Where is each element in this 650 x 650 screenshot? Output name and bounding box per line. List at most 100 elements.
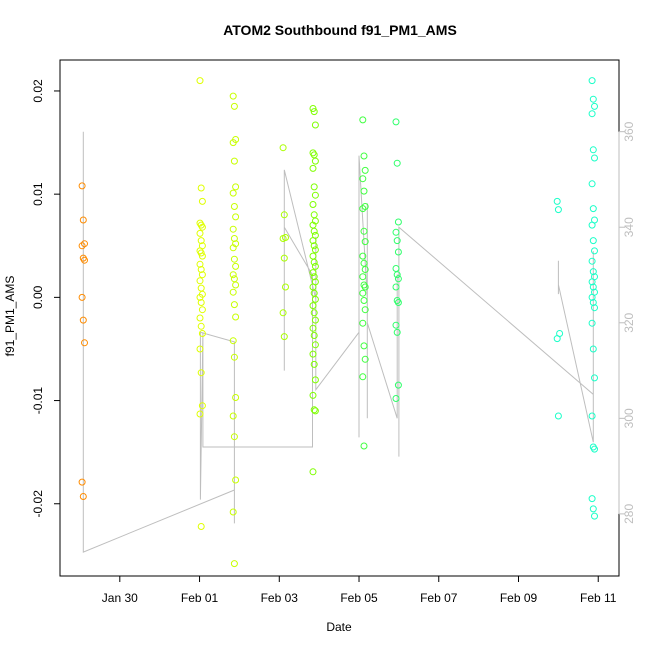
- data-point: [198, 330, 206, 337]
- data-point: [554, 412, 562, 420]
- x-tick-label: Feb 05: [340, 591, 378, 605]
- data-point: [589, 505, 597, 513]
- data-point: [589, 299, 597, 306]
- x-tick-label: Feb 07: [420, 591, 458, 605]
- data-point: [591, 102, 598, 110]
- right-y-tick-label: 360: [622, 121, 636, 141]
- data-point: [359, 175, 367, 183]
- data-point: [309, 105, 317, 112]
- data-point: [588, 77, 596, 85]
- data-point: [360, 227, 368, 235]
- data-point: [279, 144, 287, 152]
- data-point: [359, 319, 367, 327]
- data-point: [81, 339, 88, 347]
- data-point: [392, 228, 400, 236]
- data-point: [359, 289, 367, 297]
- data-point: [360, 259, 368, 267]
- data-point: [359, 116, 367, 124]
- data-point: [361, 355, 369, 363]
- data-point: [360, 297, 368, 304]
- data-point: [78, 182, 86, 190]
- data-point: [310, 183, 318, 191]
- data-point: [196, 77, 204, 85]
- data-point: [361, 306, 369, 314]
- data-point: [591, 247, 598, 255]
- data-point: [196, 229, 204, 237]
- data-point: [393, 237, 401, 245]
- data-point: [309, 302, 317, 310]
- y-tick-label: 0.02: [31, 79, 45, 103]
- data-point: [310, 258, 318, 266]
- data-point: [360, 442, 368, 450]
- data-point: [309, 201, 317, 208]
- data-point: [311, 121, 319, 129]
- data-point: [360, 152, 368, 160]
- data-point: [311, 341, 319, 349]
- data-point: [588, 221, 596, 229]
- data-point: [229, 508, 237, 516]
- data-point: [588, 180, 596, 188]
- data-point: [310, 211, 318, 219]
- data-point: [230, 275, 238, 283]
- data-point: [197, 237, 205, 245]
- data-point: [359, 252, 367, 260]
- data-point: [196, 260, 204, 268]
- right-y-tick-label: 320: [622, 312, 636, 332]
- data-point: [229, 412, 237, 420]
- data-point: [230, 102, 238, 110]
- data-point: [196, 293, 204, 301]
- data-point: [197, 284, 205, 292]
- data-point: [591, 154, 598, 162]
- data-point: [230, 255, 238, 263]
- gray-line-layer: [82, 131, 594, 553]
- y-tick-label: 0.01: [31, 182, 45, 206]
- data-point: [197, 369, 205, 377]
- data-point: [196, 314, 204, 322]
- data-point: [393, 328, 401, 336]
- data-point: [229, 244, 237, 252]
- data-point: [232, 262, 240, 270]
- data-point: [79, 216, 87, 224]
- data-point: [361, 283, 369, 291]
- data-point: [361, 238, 369, 246]
- data-point: [229, 288, 237, 296]
- data-point: [196, 410, 204, 418]
- data-point: [589, 146, 597, 154]
- data-point: [393, 271, 401, 279]
- data-point: [230, 157, 238, 165]
- data-point: [309, 391, 317, 399]
- plot-frame: [59, 59, 620, 577]
- data-point: [310, 108, 318, 116]
- data-point: [198, 252, 206, 260]
- x-tick-label: Feb 03: [261, 591, 299, 605]
- data-point: [197, 249, 205, 257]
- data-point: [230, 235, 238, 242]
- data-point: [553, 197, 561, 205]
- data-point: [198, 271, 206, 279]
- data-point: [232, 394, 240, 401]
- data-point: [359, 205, 367, 213]
- data-point: [392, 265, 400, 272]
- data-point: [229, 139, 237, 147]
- data-point: [198, 197, 206, 205]
- data-point: [394, 248, 402, 256]
- data-point: [393, 159, 401, 167]
- data-point: [589, 345, 597, 353]
- data-point: [232, 476, 240, 484]
- data-point: [589, 237, 597, 245]
- data-point: [359, 373, 367, 381]
- x-axis: Jan 30 Feb 01 Feb 03 Feb 05 Feb 07 Feb 09 Feb …: [102, 575, 617, 605]
- y-axis: -0.02 -0.01 0.00 0.01 0.02: [31, 79, 60, 517]
- data-point: [280, 254, 288, 262]
- right-y-tick-label: 300: [622, 408, 636, 428]
- data-point: [198, 223, 206, 231]
- chart-title: ATOM2 Southbound f91_PM1_AMS: [223, 22, 457, 38]
- data-point: [311, 376, 319, 384]
- data-point: [79, 316, 87, 324]
- data-point: [310, 406, 318, 414]
- data-point: [79, 493, 87, 500]
- y-tick-label: -0.01: [31, 387, 45, 415]
- data-point: [591, 304, 598, 312]
- data-point: [588, 412, 596, 420]
- data-point: [588, 110, 596, 118]
